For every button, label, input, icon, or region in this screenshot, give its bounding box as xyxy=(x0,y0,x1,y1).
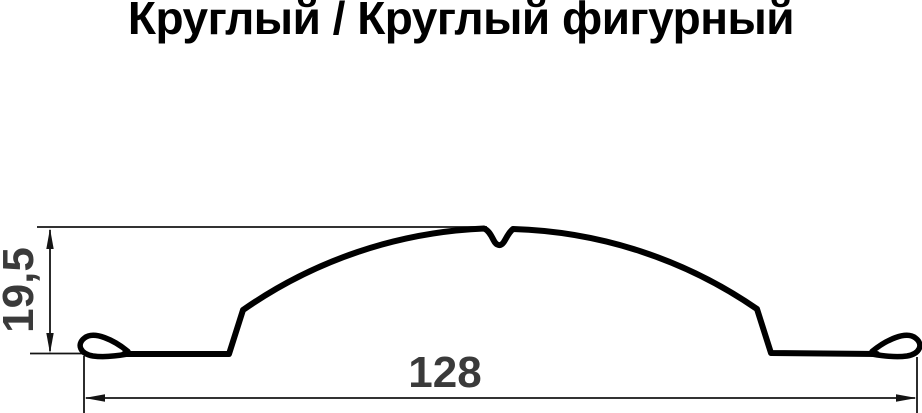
arrow-down-icon xyxy=(46,333,54,354)
right-hem-curl xyxy=(869,332,922,360)
profile-outline xyxy=(121,225,880,357)
width-dimension-label: 128 xyxy=(408,348,482,397)
left-hem-curl xyxy=(77,332,131,360)
profile-outline-group xyxy=(77,225,922,360)
arrow-right-icon xyxy=(896,394,917,402)
arrow-left-icon xyxy=(84,394,105,402)
dimension-arrows xyxy=(46,228,917,402)
page-title: Круглый / Круглый фигурный xyxy=(127,0,795,44)
arrow-up-icon xyxy=(46,228,54,249)
height-dimension-label: 19,5 xyxy=(0,247,43,333)
extension-lines xyxy=(30,226,918,413)
dimension-lines xyxy=(49,230,915,399)
